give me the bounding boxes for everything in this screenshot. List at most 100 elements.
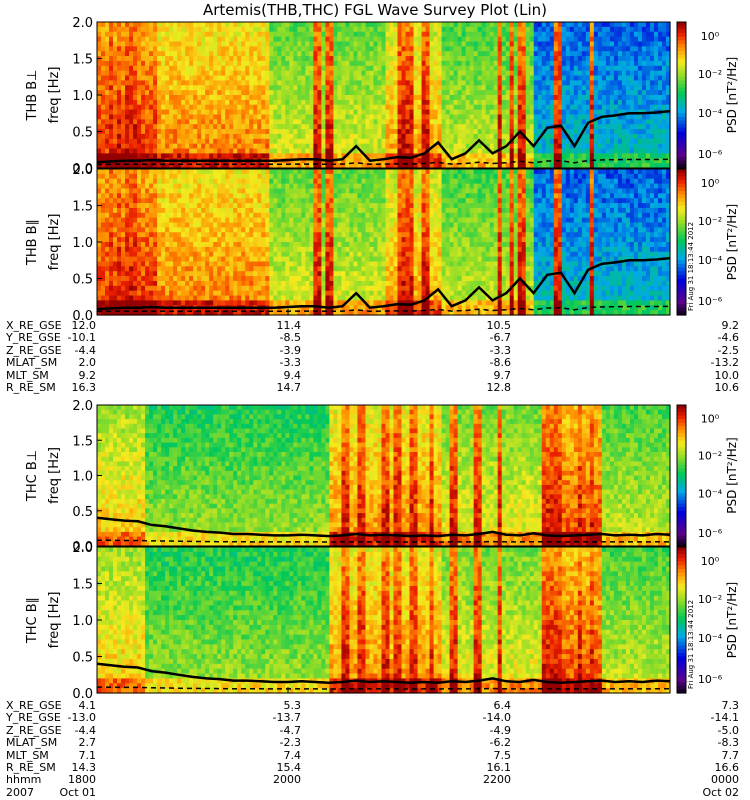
ephemeris-label: MLT_SM	[6, 748, 49, 762]
ephemeris-value: -6.7	[489, 331, 511, 345]
y-tick-label: 2.0	[72, 399, 93, 414]
ephemeris-value: -13.0	[67, 711, 96, 725]
colorbar-tick-label: 10⁻⁶	[698, 673, 723, 686]
panel-label: THC B⊥	[25, 450, 40, 502]
y-tick-label: 0.5	[72, 651, 93, 666]
ephemeris-value: -4.9	[489, 723, 511, 737]
colorbar-label: PSD [nT²/Hz]	[725, 437, 739, 513]
ephemeris-value: 7.5	[493, 748, 512, 762]
ephemeris-value: -8.5	[279, 331, 301, 345]
ephemeris-value: -3.9	[279, 343, 301, 357]
colorbar-tick-label: 10⁰	[701, 177, 720, 190]
colorbar-tick-label: 10⁰	[701, 555, 720, 568]
ephemeris-value: -3.3	[489, 343, 511, 357]
ephemeris-value: -2.5	[717, 343, 739, 357]
ephemeris-label: MLT_SM	[6, 368, 49, 382]
y-tick-label: 1.0	[72, 614, 93, 629]
colorbar-tick-label: 10⁰	[701, 413, 720, 426]
ephemeris-value: 16.1	[486, 761, 512, 774]
colorbar-tick-label: 10⁻²	[698, 68, 722, 81]
ephemeris-label: X_RE_GSE	[6, 699, 62, 712]
y-tick-label: 1.5	[72, 434, 93, 449]
colorbar-tick-label: 10⁻²	[698, 449, 722, 462]
y-tick-label: 0.5	[72, 273, 93, 288]
y-axis-label: freq [Hz]	[47, 67, 62, 124]
ephemeris-value: -6.2	[489, 736, 511, 750]
ephemeris-label: R_RE_SM	[6, 381, 56, 394]
colorbar-tick-label: 10⁻⁴	[698, 632, 723, 645]
y-tick-label: 1.5	[72, 578, 93, 593]
ephemeris-label: Y_RE_GSE	[6, 331, 61, 345]
ephemeris-value: -2.3	[279, 736, 301, 750]
gyrofrequency-line	[96, 256, 671, 311]
colorbar-tick-label: 10⁻⁴	[698, 254, 723, 267]
ephemeris-value: -8.6	[489, 356, 511, 370]
ephemeris-value: -13.2	[710, 356, 739, 370]
colorbar-tick-label: 10⁻²	[698, 593, 722, 606]
ephemeris-value: -4.4	[74, 723, 96, 737]
panel-label: THC B∥	[25, 597, 40, 644]
spectrogram-panel-1	[97, 22, 671, 169]
ephemeris-value: 10.6	[714, 381, 740, 394]
helium-gyro-dashed-line	[96, 158, 671, 166]
ephemeris-value: 14.3	[71, 761, 97, 774]
ephemeris-value: 7.1	[78, 748, 97, 762]
colorbar	[677, 22, 686, 169]
ephemeris-value: -13.7	[272, 711, 301, 725]
ephemeris-value: 7.7	[721, 748, 740, 762]
spectrogram-panel-3	[97, 405, 671, 547]
plot-timestamp: Fri Aug 31 18:13:44 2012	[687, 222, 695, 311]
colorbar-tick-label: 10⁻⁶	[698, 148, 723, 161]
colorbar-tick-label: 10⁻⁶	[698, 295, 723, 308]
y-tick-label: 1.0	[72, 89, 93, 104]
colorbar-frame	[676, 21, 687, 169]
ephemeris-value: 9.2	[721, 319, 740, 332]
y-tick-label: 0.0	[72, 162, 93, 177]
y-tick-label: 1.5	[72, 53, 93, 68]
ephemeris-value: -10.1	[67, 331, 96, 345]
colorbar-label: PSD [nT²/Hz]	[725, 582, 739, 658]
panel-label: THB B⊥	[25, 69, 40, 121]
ephemeris-value: -5.0	[717, 723, 739, 737]
y-axis-label: freq [Hz]	[47, 447, 62, 504]
gyrofrequency-line	[96, 516, 671, 538]
y-tick-label: 0.5	[72, 126, 93, 141]
ephemeris-value: 10.0	[714, 368, 740, 382]
colorbar-label: PSD [nT²/Hz]	[725, 57, 739, 133]
colorbar-frame	[676, 168, 687, 316]
ephemeris-value: 2200	[483, 773, 511, 787]
ephemeris-value: 6.4	[493, 699, 512, 712]
ephemeris-value: 7.4	[283, 748, 302, 762]
colorbar-tick-label: 10⁻⁴	[698, 107, 723, 120]
ephemeris-value: 9.4	[283, 368, 302, 382]
ephemeris-value: 2000	[273, 773, 301, 787]
ephemeris-label: X_RE_GSE	[6, 319, 62, 332]
ephemeris-value: -4.6	[717, 331, 739, 345]
y-tick-label: 2.0	[72, 541, 93, 556]
colorbar-tick-label: 10⁻⁶	[698, 527, 723, 540]
y-axis-label: freq [Hz]	[47, 592, 62, 649]
gyrofrequency-line	[96, 662, 671, 685]
ephemeris-label: 2007	[6, 785, 34, 799]
y-tick-label: 1.0	[72, 236, 93, 251]
ephemeris-value: 10.5	[486, 319, 512, 332]
y-tick-label: 1.0	[72, 470, 93, 485]
ephemeris-label: Z_RE_GSE	[6, 343, 62, 357]
ephemeris-value: 14.7	[276, 381, 302, 394]
ephemeris-value: 2.7	[78, 736, 97, 750]
ephemeris-label: R_RE_SM	[6, 761, 56, 774]
ephemeris-label: MLAT_SM	[6, 356, 58, 370]
ephemeris-value: 5.3	[283, 699, 302, 712]
ephemeris-value: 9.2	[78, 368, 97, 382]
chart-title: Artemis(THB,THC) FGL Wave Survey Plot (L…	[202, 1, 548, 19]
colorbar	[677, 547, 686, 694]
ephemeris-value: -8.3	[717, 736, 739, 750]
panel-label: THB B∥	[25, 219, 40, 266]
ephemeris-thc: X_RE_GSE 4.1 5.3 6.4 7.3 Y_RE_GSE -13.0 -13.7 -1…	[6, 700, 741, 800]
ephemeris-value: 12.8	[486, 381, 512, 394]
plot-timestamp: Fri Aug 31 18:13:44 2012	[687, 600, 695, 689]
ephemeris-value: 7.3	[721, 699, 740, 712]
ephemeris-value: 15.4	[276, 761, 302, 774]
ephemeris-label: Z_RE_GSE	[6, 723, 62, 737]
ephemeris-value: Oct 02	[702, 785, 739, 799]
